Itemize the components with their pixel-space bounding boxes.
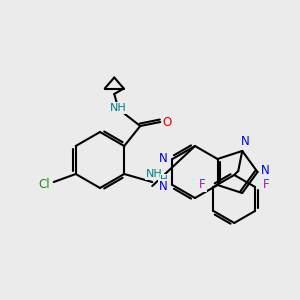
Text: N: N — [159, 152, 168, 164]
Text: H: H — [160, 175, 168, 185]
Text: NH: NH — [110, 103, 127, 113]
Text: NH: NH — [146, 169, 163, 179]
Text: N: N — [261, 164, 270, 176]
Text: N: N — [159, 179, 168, 193]
Text: N: N — [241, 136, 250, 148]
Text: F: F — [199, 178, 206, 191]
Text: Cl: Cl — [38, 178, 50, 190]
Text: O: O — [163, 116, 172, 128]
Text: F: F — [263, 178, 269, 191]
